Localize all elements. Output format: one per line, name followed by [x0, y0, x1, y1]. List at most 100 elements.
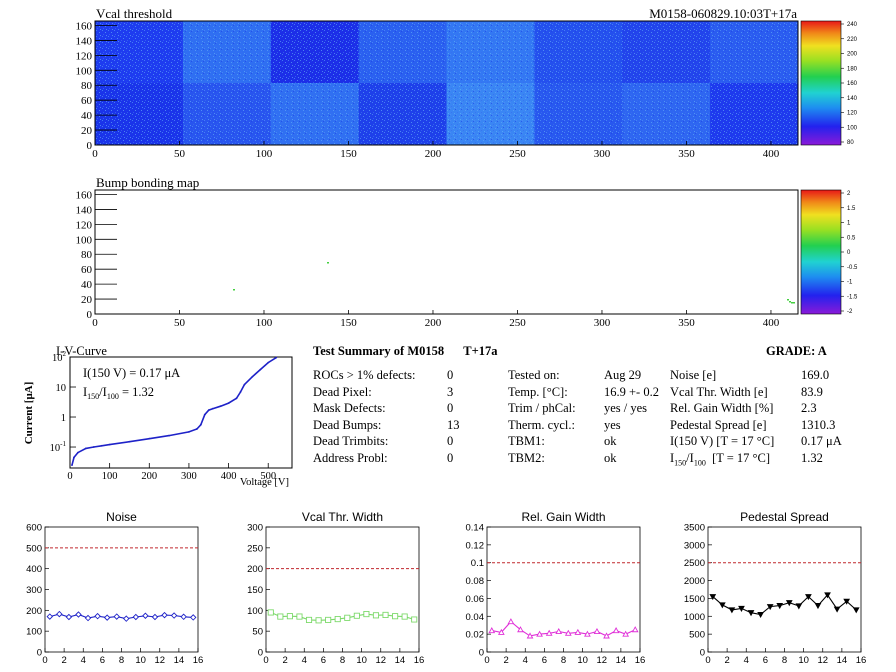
- iv-axes: 0 100 200 300 400 500 102 10 1 10-1: [50, 350, 276, 482]
- roc-point: [709, 594, 717, 601]
- roc-y-tick-label: 100: [26, 627, 42, 638]
- summary-value: 1310.3: [801, 417, 836, 432]
- map-y-tick-label: 40: [81, 110, 93, 122]
- roc-y-tick-label: 0: [700, 648, 705, 659]
- roc-chart-noise: Noise 0 2 4 6 8 10 12 14 16 0 100 200 300 400 500 600: [26, 510, 203, 666]
- bump-dead-pixel: [233, 289, 235, 291]
- roc-point: [631, 626, 639, 633]
- bump-plot-area: [94, 189, 799, 315]
- map-y-tick-label: 160: [76, 20, 93, 32]
- summary-value: ok: [604, 434, 617, 448]
- roc-x-tick-label: 6: [542, 655, 547, 666]
- roc-point: [334, 616, 341, 623]
- vcal-x-axis: 0 50 100 150 200 250 300 350 400: [92, 141, 780, 160]
- roc-point: [401, 613, 408, 620]
- iv-point: [77, 451, 79, 454]
- roc-point: [833, 606, 841, 613]
- roc-y-tick-label: 300: [26, 585, 42, 596]
- iv-annotation-current: I(150 V) = 0.17 μA: [83, 366, 180, 380]
- roc-x-tick-label: 6: [100, 655, 105, 666]
- iv-point: [239, 391, 242, 393]
- summary-value: 3: [447, 384, 454, 399]
- roc-point: [161, 611, 168, 619]
- iv-x-tick-label: 0: [67, 471, 72, 482]
- roc-point: [277, 613, 284, 620]
- roc-x-tick-label: 4: [81, 655, 86, 666]
- summary-row: TBM2: ok: [508, 450, 670, 467]
- map-y-tick-label: 0: [87, 140, 93, 152]
- summary-title: Test Summary of M0158 T+17a: [313, 343, 497, 360]
- roc-y-tick-label: 3000: [684, 540, 705, 551]
- roc-y-tick-label: 500: [689, 630, 705, 641]
- summary-value: yes / yes: [604, 401, 648, 415]
- palette-tick-label: -0.5: [847, 265, 858, 271]
- bump-map-title: Bump bonding map: [96, 175, 199, 190]
- summary-row: Vcal Thr. Width [e] 83.9: [670, 384, 861, 401]
- roc-y-tick-label: 400: [26, 564, 42, 575]
- roc-point: [852, 607, 860, 614]
- iv-point: [188, 430, 190, 433]
- summary-label: Dead Trimbits:: [313, 434, 389, 448]
- roc-point: [574, 628, 582, 635]
- iv-y-tick-label: 10: [56, 383, 67, 394]
- roc-point: [622, 630, 630, 637]
- roc-y-tick-label: 3500: [684, 523, 705, 534]
- summary-row: I150/I100 [T = 17 °C] 1.32: [670, 450, 861, 472]
- palette-tick-label: 100: [847, 125, 858, 131]
- map-y-tick-label: 80: [81, 80, 93, 92]
- palette-tick-label: 120: [847, 111, 858, 117]
- map-y-tick-label: 140: [76, 35, 93, 47]
- roc-point: [757, 611, 764, 619]
- roc-y-tick-label: 600: [26, 523, 42, 534]
- roc-point: [728, 607, 736, 614]
- roc-x-tick-label: 2: [282, 655, 287, 666]
- iv-point: [128, 440, 131, 443]
- roc-x-tick-label: 0: [705, 655, 710, 666]
- roc-point: [517, 626, 524, 633]
- palette-tick-label: 240: [847, 22, 858, 28]
- map-y-tick-label: 120: [76, 219, 93, 231]
- roc-point: [325, 616, 332, 623]
- roc-y-tick-label: 0.02: [466, 630, 485, 641]
- bump-x-axis: 0 50 100 150 200 250 300 350 400: [92, 310, 780, 329]
- roc-point: [488, 627, 496, 634]
- summary-value: 2.3: [801, 401, 817, 415]
- palette-tick-label: 0: [847, 250, 851, 256]
- summary-label: I150/I100 [T = 17 °C]: [670, 450, 771, 468]
- summary-row: Dead Trimbits: 0: [313, 433, 487, 450]
- palette-tick-label: 2: [847, 191, 851, 197]
- roc-y-tick-label: 0.06: [466, 594, 485, 605]
- roc-x-tick-label: 6: [321, 655, 326, 666]
- roc-y-tick-label: 2500: [684, 558, 705, 569]
- roc-point: [795, 603, 803, 610]
- vcal-plot-frame: [94, 20, 799, 146]
- summary-row: Pedestal Spread [e] 1310.3: [670, 417, 861, 434]
- summary-value: Aug 29: [604, 368, 642, 382]
- iv-point: [195, 428, 198, 430]
- summary-performance-column: Noise [e] 169.0 Vcal Thr. Width [e] 83.9 Rel…: [670, 367, 861, 472]
- palette-tick-label: -2: [847, 309, 853, 315]
- map-y-tick-label: 100: [76, 65, 93, 77]
- roc-point: [411, 616, 418, 623]
- summary-label: Dead Bumps:: [313, 417, 382, 432]
- summary-row: Tested on: Aug 29: [508, 367, 670, 384]
- roc-x-tick-label: 8: [561, 655, 566, 666]
- map-y-tick-label: 100: [76, 234, 93, 246]
- roc-y-tick-label: 200: [247, 564, 263, 575]
- map-y-tick-label: 20: [81, 125, 93, 137]
- roc-x-tick-label: 16: [193, 655, 204, 666]
- map-x-tick-label: 350: [678, 317, 695, 329]
- roc-point: [75, 611, 82, 618]
- roc-point: [286, 613, 293, 620]
- roc-point: [824, 592, 831, 599]
- roc-y-tick-label: 0.12: [466, 540, 485, 551]
- roc-point: [305, 616, 313, 623]
- roc-point: [132, 613, 140, 621]
- roc-point: [564, 629, 572, 636]
- iv-y-tick-label: 1: [61, 413, 66, 424]
- roc-y-tick-label: 200: [26, 606, 42, 617]
- iv-point: [199, 423, 202, 426]
- summary-title-text: Test Summary of M0158: [313, 344, 445, 358]
